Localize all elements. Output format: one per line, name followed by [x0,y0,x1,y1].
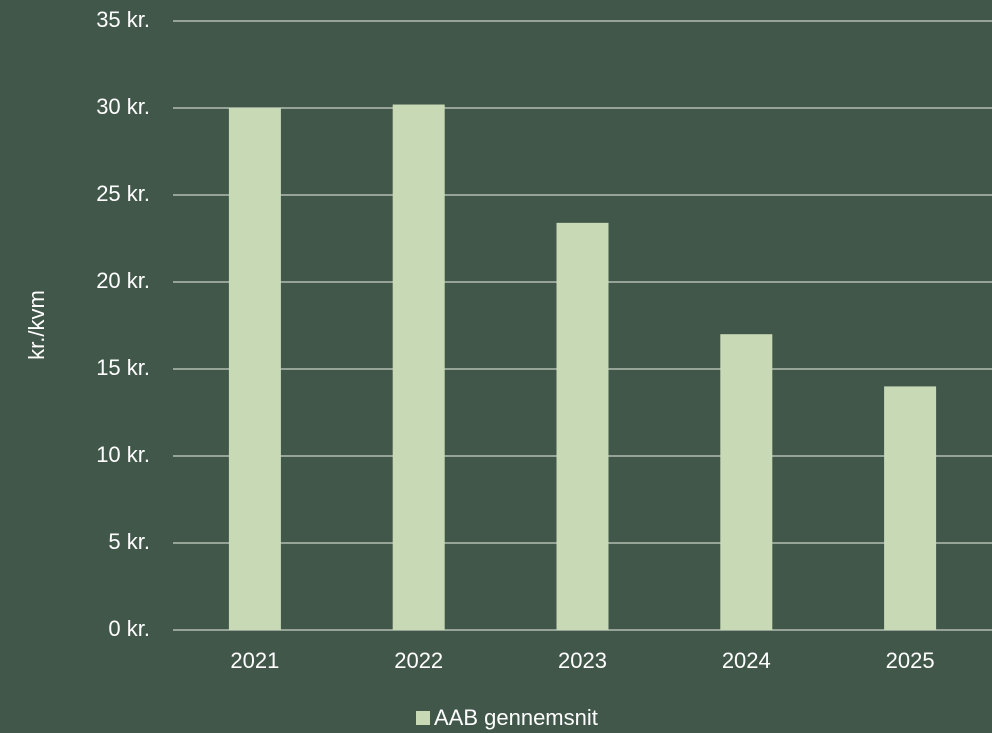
x-tick-label: 2024 [722,648,771,673]
y-tick-label: 5 kr. [108,529,150,554]
y-axis-label: kr./kvm [24,290,49,360]
bar-2023 [556,222,609,630]
bar-2022 [392,104,445,630]
bar-2024 [720,334,773,630]
legend-label: AAB gennemsnit [434,705,598,730]
x-axis-tick-labels: 2021 2022 2023 2024 2025 [230,648,934,673]
y-tick-label: 20 kr. [96,268,150,293]
x-tick-label: 2023 [558,648,607,673]
y-tick-label: 30 kr. [96,94,150,119]
legend-swatch [416,711,430,725]
y-tick-label: 0 kr. [108,616,150,641]
legend: AAB gennemsnit [416,705,598,730]
y-axis-tick-labels: 0 kr. 5 kr. 10 kr. 15 kr. 20 kr. 25 kr. 30 kr.… [96,7,150,641]
x-tick-label: 2022 [394,648,443,673]
bar-2021 [228,108,281,630]
y-tick-label: 25 kr. [96,181,150,206]
x-tick-label: 2025 [886,648,935,673]
x-tick-label: 2021 [230,648,279,673]
bars [228,104,937,630]
y-tick-label: 35 kr. [96,7,150,32]
y-tick-label: 15 kr. [96,355,150,380]
bar-2025 [884,386,937,630]
y-tick-label: 10 kr. [96,442,150,467]
